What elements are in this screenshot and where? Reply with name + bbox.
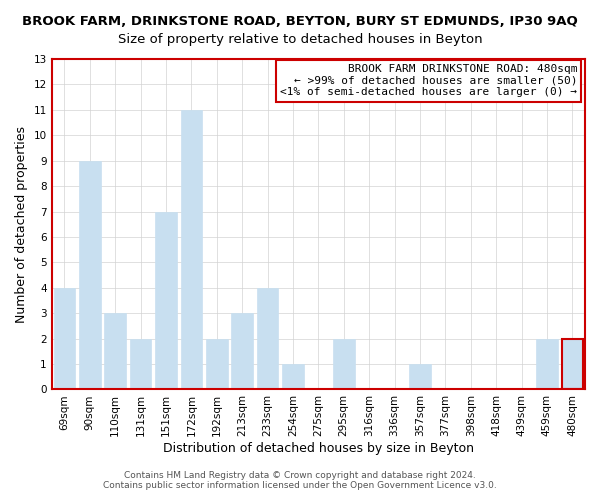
Bar xyxy=(155,212,177,390)
Bar xyxy=(257,288,278,390)
Bar xyxy=(53,288,75,390)
Bar xyxy=(409,364,431,390)
Bar xyxy=(206,338,227,390)
Bar xyxy=(333,338,355,390)
Bar xyxy=(104,313,126,390)
Bar xyxy=(79,160,101,390)
Bar xyxy=(232,313,253,390)
Bar xyxy=(130,338,151,390)
Text: Contains HM Land Registry data © Crown copyright and database right 2024.
Contai: Contains HM Land Registry data © Crown c… xyxy=(103,470,497,490)
Text: BROOK FARM DRINKSTONE ROAD: 480sqm
← >99% of detached houses are smaller (50)
<1: BROOK FARM DRINKSTONE ROAD: 480sqm ← >99… xyxy=(280,64,577,97)
Y-axis label: Number of detached properties: Number of detached properties xyxy=(15,126,28,322)
Bar xyxy=(536,338,557,390)
Bar xyxy=(282,364,304,390)
X-axis label: Distribution of detached houses by size in Beyton: Distribution of detached houses by size … xyxy=(163,442,474,455)
Text: Size of property relative to detached houses in Beyton: Size of property relative to detached ho… xyxy=(118,32,482,46)
Bar xyxy=(562,338,583,390)
Text: BROOK FARM, DRINKSTONE ROAD, BEYTON, BURY ST EDMUNDS, IP30 9AQ: BROOK FARM, DRINKSTONE ROAD, BEYTON, BUR… xyxy=(22,15,578,28)
Bar xyxy=(181,110,202,390)
